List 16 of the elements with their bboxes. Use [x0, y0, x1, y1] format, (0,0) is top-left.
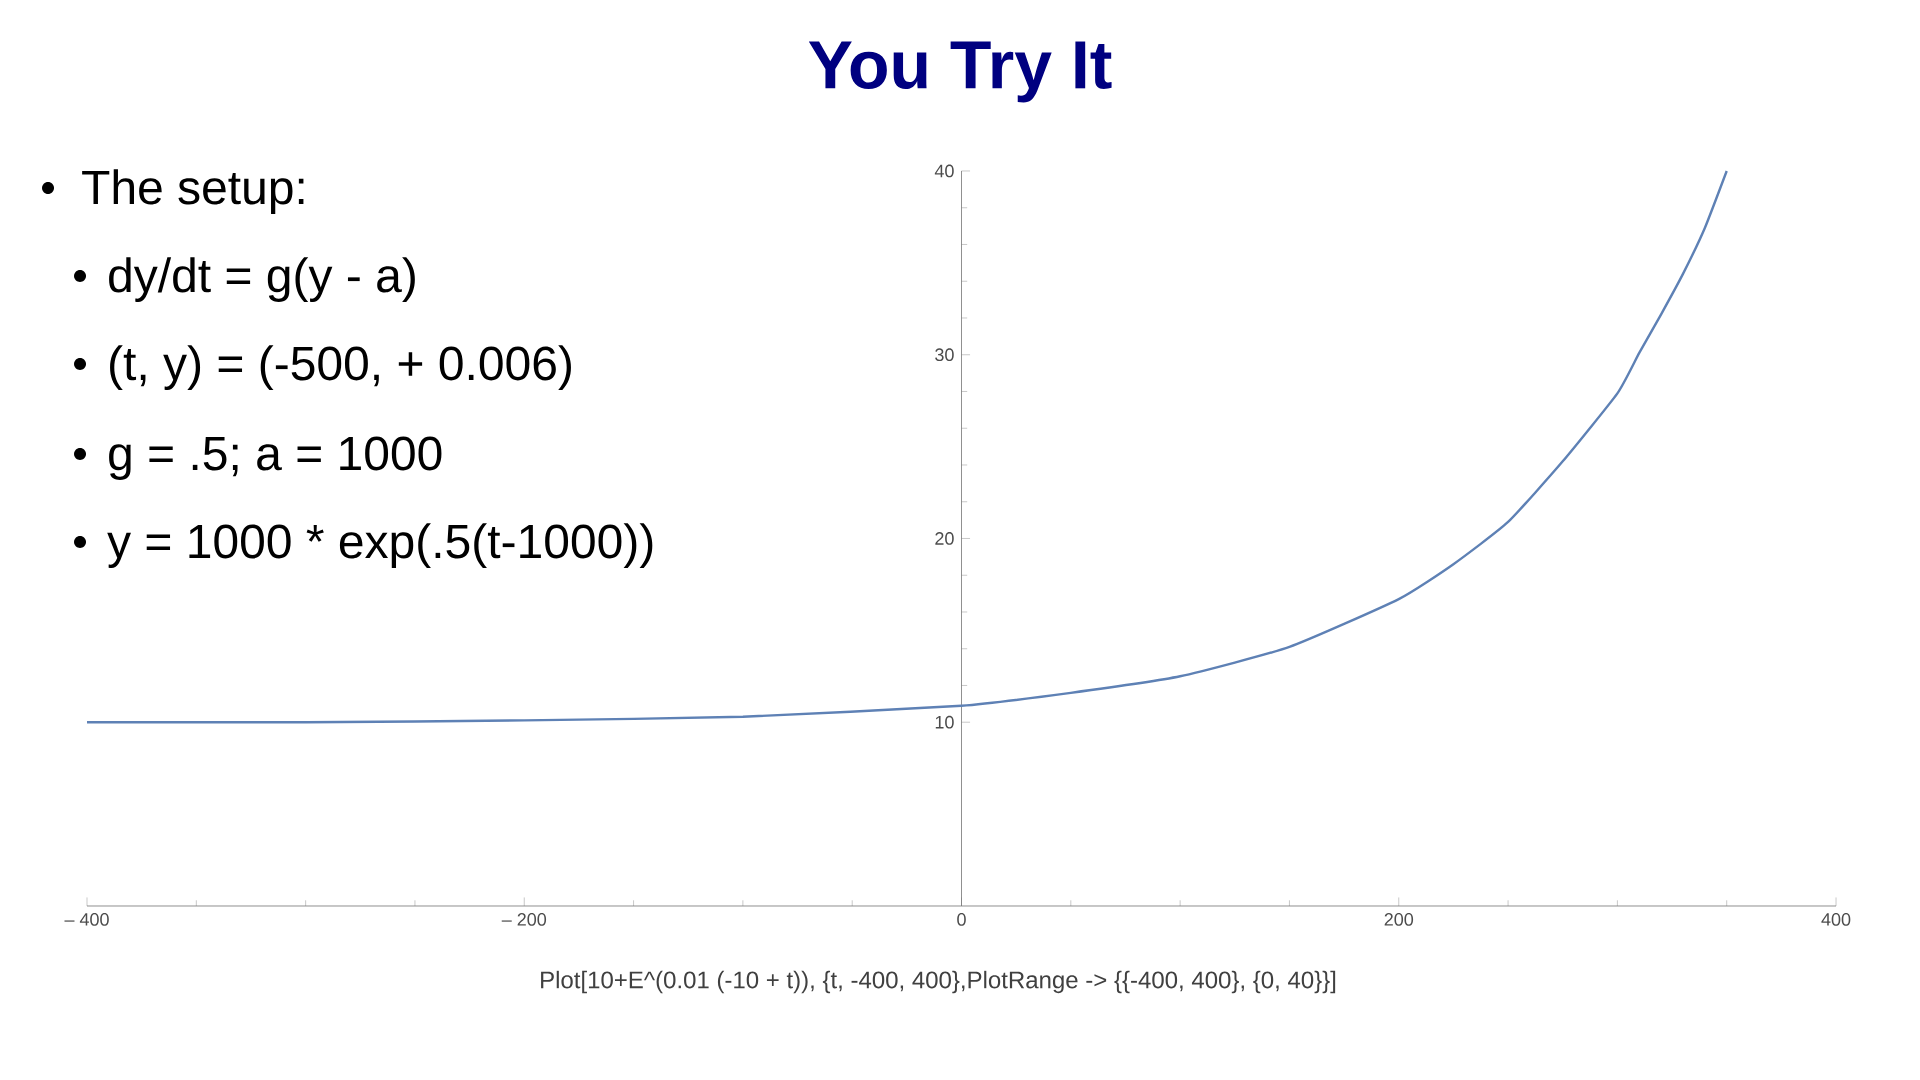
- annotation: y = 1000 * exp(.5(t-1000)): [107, 523, 653, 568]
- x-tick-label: 0: [957, 913, 966, 926]
- x-tick-label: 400: [1821, 913, 1851, 926]
- annotation: (t, y) = (-500, + 0.006): [110, 345, 571, 390]
- y-tick-label: 30: [935, 348, 954, 362]
- annotation: dy/dt = g(y - a): [109, 257, 415, 302]
- text: Plot[10+E^(0.01 (-10 + t)), {t, -400, 400},PlotRange -> {{-400, 400}, {0, 40}}]: [541, 970, 1336, 994]
- x-tick-label: – 400: [64, 913, 109, 926]
- x-tick-label: 200: [1384, 913, 1414, 926]
- annotation: The setup:: [82, 169, 304, 214]
- y-tick-label: 10: [935, 715, 954, 729]
- x-tick-label: – 200: [501, 913, 547, 926]
- y-tick-label: 40: [934, 164, 954, 178]
- chart-title: You Try It: [808, 41, 1112, 103]
- y-tick-label: 20: [935, 532, 954, 545]
- annotation: g = .5; a = 1000: [109, 436, 442, 480]
